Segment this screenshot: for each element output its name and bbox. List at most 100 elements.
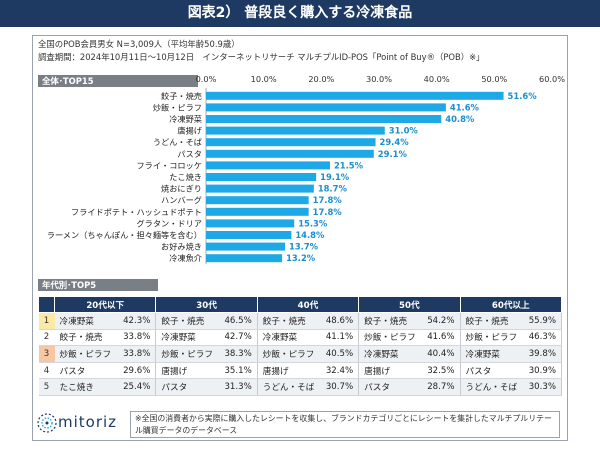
item-cell: パスタ: [460, 362, 511, 380]
survey-note-respondents: 全国のPOB会員男女 N=3,009人（平均年齢50.9歳）: [38, 39, 240, 49]
category-label: 餃子・焼売: [161, 91, 202, 101]
item-cell: 餃子・焼売: [358, 312, 410, 330]
mitoriz-logo: mitoriz: [36, 412, 128, 434]
age-top5-table: 20代以下 30代 40代 50代 60代以上 1 冷凍野菜 42.3% 餃子・焼売 4…: [38, 296, 562, 396]
bar-value-label: 51.6%: [508, 91, 538, 101]
item-cell: 冷凍野菜: [155, 329, 207, 347]
item-cell: たこ焼き: [54, 378, 106, 396]
overall-bar-chart: 0.0% 10.0% 20.0% 30.0% 40.0% 50.0% 60.0% 餃子・焼売 5…: [47, 74, 565, 264]
header-40s: 40代: [256, 296, 360, 313]
percent-cell: 30.3%: [510, 378, 562, 396]
category-label: フライ・コロッケ: [136, 160, 202, 170]
table-header-row: 20代以下 30代 40代 50代 60代以上: [38, 296, 562, 313]
percent-cell: 46.3%: [510, 329, 562, 347]
bar: [206, 138, 376, 147]
category-label: お好み焼き: [161, 242, 202, 252]
percent-cell: 30.9%: [510, 362, 562, 380]
bar: [206, 149, 374, 158]
item-cell: 餃子・焼売: [460, 312, 511, 330]
item-cell: 炒飯・ピラフ: [257, 345, 314, 363]
bar: [206, 126, 385, 135]
header-30s: 30代: [155, 296, 258, 313]
bar: [206, 242, 286, 251]
bar-value-label: 21.5%: [334, 160, 364, 170]
x-tick-label: 50.0%: [481, 74, 507, 84]
x-tick-label: 30.0%: [366, 74, 392, 84]
bar-value-label: 14.8%: [295, 230, 325, 240]
bar-value-label: 41.6%: [450, 102, 480, 112]
bar: [206, 219, 295, 228]
x-tick-label: 0.0%: [196, 74, 217, 84]
bar: [206, 207, 309, 216]
item-cell: 炒飯・ピラフ: [460, 329, 517, 347]
table-row: 5 たこ焼き 25.4% パスタ 31.3% うどん・そば 30.7% パスタ 28.7% うどん…: [38, 378, 562, 396]
category-label: 冷凍魚介: [169, 253, 202, 263]
bar: [206, 254, 283, 263]
x-tick-label: 60.0%: [539, 74, 565, 84]
percent-cell: 32.5%: [409, 362, 461, 380]
bar: [206, 161, 330, 170]
item-cell: うどん・そば: [460, 378, 517, 396]
bar: [206, 196, 309, 205]
bar: [206, 91, 504, 100]
item-cell: パスタ: [358, 378, 410, 396]
x-tick-label: 20.0%: [308, 74, 334, 84]
item-cell: 冷凍野菜: [257, 329, 308, 347]
category-label: 冷凍野菜: [169, 114, 202, 124]
bar-value-label: 17.8%: [313, 207, 343, 217]
item-cell: 餃子・焼売: [54, 329, 106, 347]
rank-cell: 5: [38, 378, 55, 396]
category-label: 炒飯・ピラフ: [153, 102, 202, 112]
table-row: 2 餃子・焼売 33.8% 冷凍野菜 42.7% 冷凍野菜 41.1% 炒飯・ピラフ 41.6%…: [38, 329, 562, 347]
rank-cell: 4: [38, 362, 55, 380]
bar-value-label: 18.7%: [318, 184, 348, 194]
x-tick-label: 10.0%: [251, 74, 277, 84]
item-cell: 炒飯・ピラフ: [54, 345, 111, 363]
section-label-overall: 全体･TOP15: [38, 75, 198, 87]
item-cell: 餃子・焼売: [257, 312, 308, 330]
percent-cell: 42.3%: [105, 312, 157, 330]
percent-cell: 38.3%: [206, 345, 258, 363]
item-cell: 冷凍野菜: [54, 312, 106, 330]
item-cell: パスタ: [54, 362, 106, 380]
percent-cell: 35.1%: [206, 362, 258, 380]
rank-cell: 1: [38, 312, 55, 330]
bar-value-label: 40.8%: [445, 114, 475, 124]
item-cell: 炒飯・ピラフ: [155, 345, 213, 363]
percent-cell: 40.5%: [307, 345, 360, 363]
bar: [206, 184, 314, 193]
percent-cell: 46.5%: [206, 312, 258, 330]
rank-header: [38, 296, 55, 313]
header-50s: 50代: [358, 296, 461, 313]
bar-value-label: 29.4%: [380, 137, 410, 147]
bar-value-label: 19.1%: [320, 172, 350, 182]
category-label: たこ焼き: [169, 172, 202, 182]
table-row: 3 炒飯・ピラフ 33.8% 炒飯・ピラフ 38.3% 炒飯・ピラフ 40.5% 冷凍野菜 40…: [38, 345, 562, 363]
percent-cell: 41.6%: [409, 329, 461, 347]
table-row: 4 パスタ 29.6% 唐揚げ 35.1% 唐揚げ 32.4% 唐揚げ 32.5% パスタ 30.9…: [38, 362, 562, 380]
category-label: 焼おにぎり: [161, 184, 202, 194]
category-label: ハンバーグ: [161, 195, 202, 205]
percent-cell: 42.7%: [206, 329, 258, 347]
bar-value-label: 13.2%: [286, 253, 316, 263]
category-label: パスタ: [177, 149, 202, 159]
percent-cell: 29.6%: [105, 362, 157, 380]
percent-cell: 32.4%: [307, 362, 360, 380]
percent-cell: 33.8%: [105, 345, 157, 363]
category-label: うどん・そば: [153, 137, 202, 147]
x-tick-label: 40.0%: [424, 74, 450, 84]
content-frame: [32, 35, 568, 441]
bar: [206, 231, 292, 239]
item-cell: 唐揚げ: [358, 362, 410, 380]
percent-cell: 41.1%: [307, 329, 360, 347]
section-label-age: 年代別･TOP5: [38, 279, 158, 291]
item-cell: 冷凍野菜: [460, 345, 511, 363]
category-label: ラーメン（ちゃんぽん・担々麺等を含む）: [47, 230, 202, 240]
item-cell: 冷凍野菜: [358, 345, 410, 363]
percent-cell: 40.4%: [409, 345, 461, 363]
logo-text: mitoriz: [58, 413, 118, 431]
category-label: 唐揚げ: [177, 126, 202, 136]
item-cell: 炒飯・ピラフ: [358, 329, 416, 347]
percent-cell: 55.9%: [510, 312, 562, 330]
percent-cell: 25.4%: [105, 378, 157, 396]
